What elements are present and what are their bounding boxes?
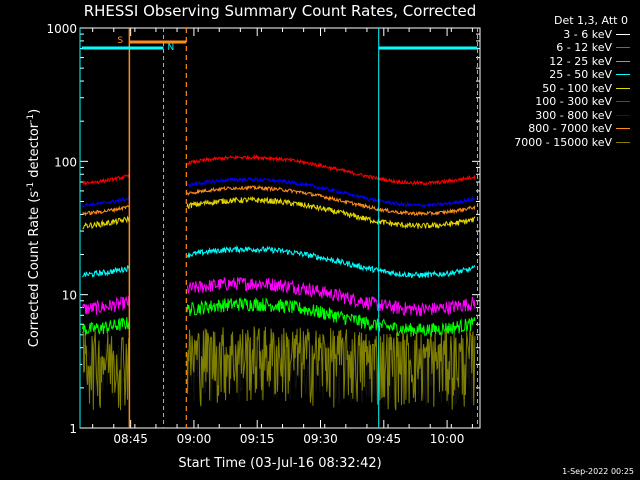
legend-label: 6 - 12 keV [556,41,612,54]
legend-swatch [616,128,630,130]
legend-item: 3 - 6 keV [478,28,636,42]
series-line [186,326,476,411]
legend-label: 300 - 800 keV [535,108,612,122]
legend-title: Det 1,3, Att 0 [554,14,628,27]
series-line [82,295,130,315]
x-axis-label: Start Time (03-Jul-16 08:32:42) [178,456,381,471]
series-line [186,184,476,217]
x-tick-label: 09:15 [240,432,275,446]
x-tick-label: 09:30 [303,432,338,446]
footer-date: 1-Sep-2022 00:25 [562,467,634,476]
x-tick-label: 08:45 [113,432,148,446]
legend-swatch [616,47,630,49]
legend-swatch [616,87,630,89]
series-line [186,244,476,279]
legend-item: 25 - 50 keV [478,68,636,82]
legend-label: 12 - 25 keV [549,54,612,68]
legend-label: 800 - 7000 keV [528,122,612,135]
legend-label: 50 - 100 keV [542,81,612,95]
legend-swatch [616,141,630,143]
legend-label: 25 - 50 keV [549,68,612,81]
legend-label: 3 - 6 keV [563,27,612,41]
x-tick-label: 09:45 [367,432,402,446]
series-line [82,330,130,411]
legend-swatch [616,74,630,76]
series-line [82,173,130,187]
legend: Det 1,3, Att 0 3 - 6 keV 6 - 12 keV 12 - 2… [478,14,636,149]
marker-label: S [117,36,123,46]
series-line [82,215,130,230]
y-tick-label: 1 [69,422,77,436]
series-line [82,265,130,278]
series-line [82,205,130,217]
legend-item: 300 - 800 keV [478,109,636,123]
series-line [82,195,130,208]
legend-item: 800 - 7000 keV [478,122,636,136]
series-line [187,176,476,209]
legend-label: 100 - 300 keV [535,95,612,108]
series-line [186,296,476,338]
legend-swatch [616,60,630,62]
legend-item: 12 - 25 keV [478,55,636,69]
legend-item: 7000 - 15000 keV [478,136,636,150]
series-line [82,343,130,406]
y-axis-label: Corrected Count Rate (s-1 detector-1) [26,109,42,347]
legend-item: 100 - 300 keV [478,95,636,109]
legend-item: 50 - 100 keV [478,82,636,96]
y-tick-label: 1000 [46,22,77,36]
x-tick-label: 09:00 [177,432,212,446]
x-tick-label: 10:00 [430,432,465,446]
y-tick-label: 10 [62,289,77,303]
legend-swatch [616,114,630,116]
legend-item: 6 - 12 keV [478,41,636,55]
legend-swatch [616,33,630,35]
series-line [82,316,130,336]
series-line [186,153,476,187]
series-line [186,276,476,317]
y-tick-label: 100 [54,155,77,169]
legend-swatch [616,101,630,103]
series-line [186,195,476,230]
marker-label: N [168,43,175,53]
chart-title: RHESSI Observing Summary Count Rates, Co… [84,2,477,20]
legend-label: 7000 - 15000 keV [514,135,612,149]
